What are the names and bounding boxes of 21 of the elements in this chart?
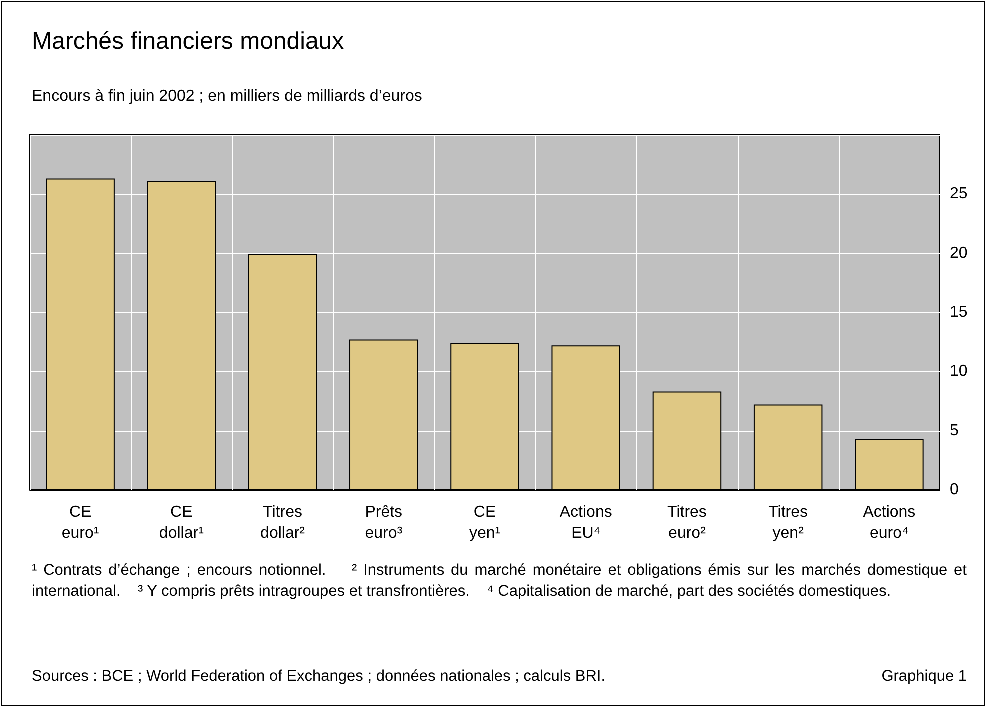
y-tick-label: 10 [950, 363, 968, 380]
x-tick-label: CE euro¹ [62, 504, 100, 542]
y-tick-label: 20 [950, 244, 968, 262]
x-tick-label: Titres dollar² [260, 504, 306, 542]
chart-subtitle: Encours à fin juin 2002 ; en milliers de milliards d’euros [32, 88, 422, 106]
y-tick-label: 25 [950, 186, 968, 203]
text: international. ³ Y compris prêts intragroupes et transfrontières. ⁴ Capitalisation de marché, part des sociétés domestiques. [32, 583, 892, 600]
text: ¹ Contrats d’échange ; encours notionnel. ² Instruments du marché monétaire et obligations émis sur les marchés domestique et [32, 562, 967, 579]
x-tick-label: Prêts euro³ [365, 504, 404, 542]
x-tick-label: Actions euro⁴ [863, 504, 916, 542]
x-tick-label: CE yen¹ [469, 504, 501, 542]
y-tick-label: 0 [950, 482, 959, 498]
x-tick-label: Titres euro² [668, 504, 707, 542]
x-tick-label: Actions EU⁴ [560, 504, 612, 542]
text: Graphique 1 [882, 668, 967, 686]
source-note: Sources : BCE ; World Federation of Exchanges ; données nationales ; calculs BRI. [32, 668, 606, 686]
x-tick-label: CE dollar¹ [159, 504, 204, 542]
y-tick-label: 15 [950, 304, 968, 321]
y-tick-label: 5 [950, 422, 959, 440]
x-tick-label: Titres yen² [768, 504, 808, 542]
chart-title: Marchés financiers mondiaux [32, 28, 344, 56]
